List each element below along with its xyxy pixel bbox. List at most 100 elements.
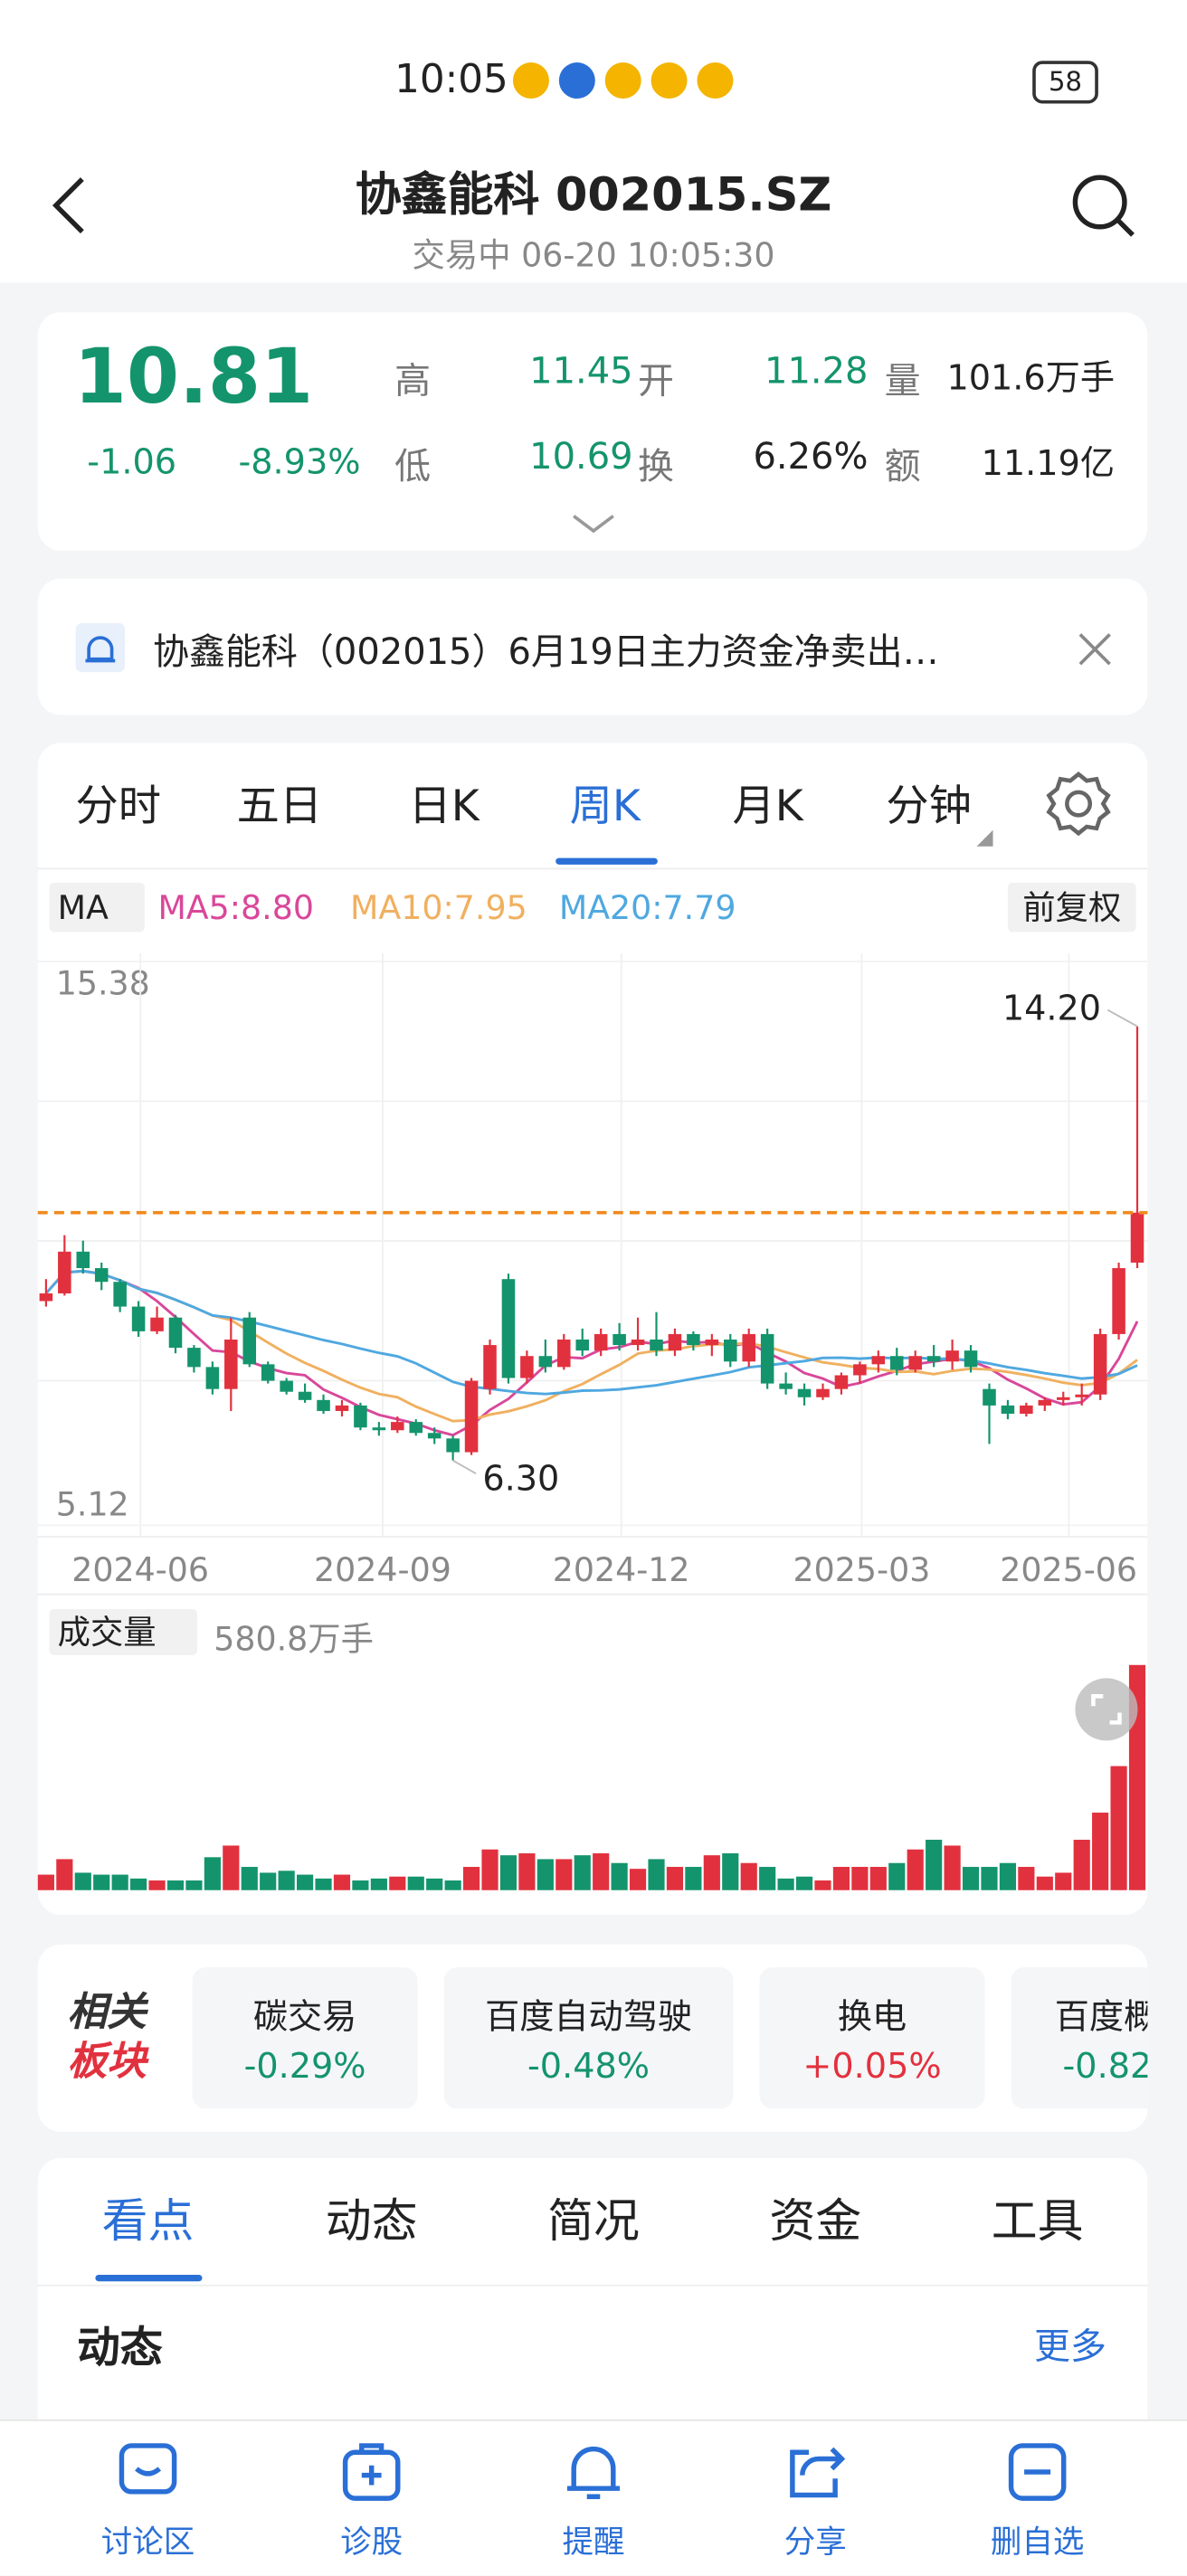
- volume-bar: [593, 1853, 610, 1890]
- period-tab[interactable]: 分时: [75, 781, 162, 832]
- volume-bar: [629, 1869, 647, 1890]
- search-button[interactable]: [1068, 171, 1137, 240]
- period-tab[interactable]: 日K: [408, 781, 480, 832]
- ma-line: [44, 1269, 1138, 1423]
- news-text: 协鑫能科（002015）6月19日主力资金净卖出…: [152, 632, 939, 675]
- back-button[interactable]: [46, 173, 96, 239]
- candle-body: [520, 1356, 534, 1378]
- nav-item[interactable]: 删自选: [964, 2439, 1112, 2571]
- volume-bar: [148, 1880, 166, 1890]
- volume-bar: [777, 1878, 794, 1890]
- candle-body: [354, 1405, 367, 1428]
- price: 10.81: [73, 332, 314, 421]
- volume-selector[interactable]: 成交量: [49, 1609, 198, 1655]
- candle-body: [612, 1333, 626, 1346]
- candle-body: [205, 1367, 220, 1389]
- field-value: 101.6万手: [946, 358, 1116, 398]
- candle-body: [483, 1345, 497, 1389]
- change-pct: -8.93%: [238, 441, 361, 482]
- volume-bar: [315, 1878, 332, 1890]
- volume-bar: [648, 1859, 665, 1890]
- fullscreen-button[interactable]: [1074, 1677, 1140, 1743]
- candle-body: [871, 1356, 886, 1365]
- candle-body: [391, 1422, 404, 1431]
- volume-bar: [56, 1859, 73, 1890]
- nav-item[interactable]: 讨论区: [74, 2439, 223, 2571]
- volume-bar: [574, 1855, 591, 1890]
- nav-item[interactable]: 分享: [742, 2439, 890, 2571]
- sector-name: 百度概念: [1054, 1996, 1148, 2037]
- volume-bar: [999, 1862, 1017, 1890]
- volume-bar: [166, 1880, 185, 1890]
- volume-bar: [1110, 1766, 1127, 1890]
- candle-body: [779, 1383, 793, 1389]
- volume-bar: [611, 1862, 628, 1890]
- candle-body: [242, 1317, 257, 1365]
- expand-chevron[interactable]: [571, 513, 617, 535]
- candle-body: [280, 1380, 293, 1392]
- settings-button[interactable]: [1046, 771, 1112, 837]
- info-tab[interactable]: 看点: [101, 2193, 195, 2249]
- info-tab[interactable]: 资金: [769, 2193, 862, 2249]
- volume-bar: [37, 1874, 54, 1890]
- candle-body: [760, 1333, 774, 1384]
- volume-bar: [944, 1845, 961, 1890]
- info-tab[interactable]: 简况: [547, 2193, 640, 2249]
- candle-body: [224, 1340, 238, 1389]
- sector-item[interactable]: 换电 +0.05%: [759, 1967, 985, 2109]
- sector-item[interactable]: 百度自动驾驶 -0.48%: [443, 1967, 734, 2109]
- sector-item[interactable]: 碳交易 -0.29%: [192, 1967, 418, 2109]
- volume-bar: [499, 1855, 518, 1890]
- volume-bar: [278, 1870, 295, 1890]
- candle-body: [983, 1388, 996, 1406]
- info-tabs: 看点 动态 简况 资金 工具: [38, 2186, 1148, 2252]
- ma-selector[interactable]: MA: [49, 882, 145, 933]
- period-tab[interactable]: 五日: [236, 781, 323, 832]
- volume-bar: [296, 1874, 314, 1890]
- sector-name: 碳交易: [252, 1996, 357, 2037]
- sector-change: -0.48%: [527, 2046, 650, 2086]
- volume-bar: [851, 1867, 869, 1890]
- volume-bar: [1073, 1840, 1090, 1890]
- candle-body: [1056, 1397, 1070, 1400]
- candle-body: [1075, 1394, 1088, 1397]
- candle-body: [1038, 1399, 1052, 1406]
- news-card[interactable]: 协鑫能科（002015）6月19日主力资金净卖出…: [37, 578, 1148, 715]
- tab-underline: [95, 2274, 203, 2282]
- nav-item[interactable]: 诊股: [298, 2439, 446, 2571]
- field-value: 11.19亿: [981, 443, 1116, 484]
- volume-bar: [185, 1880, 203, 1890]
- nav-label: 分享: [783, 2524, 847, 2562]
- volume-bar: [223, 1845, 240, 1890]
- info-tab[interactable]: 工具: [991, 2193, 1084, 2249]
- candle-body: [964, 1350, 978, 1368]
- info-tab[interactable]: 动态: [325, 2193, 418, 2249]
- candle-body: [1112, 1268, 1125, 1334]
- volume-bar: [389, 1876, 406, 1890]
- sector-item[interactable]: 百度概念 -0.82%: [1011, 1967, 1148, 2109]
- close-button[interactable]: [1077, 631, 1113, 668]
- nav-label: 诊股: [340, 2524, 404, 2562]
- adjust-selector[interactable]: 前复权: [1007, 882, 1136, 933]
- candle-body: [594, 1333, 608, 1351]
- candle-body: [464, 1380, 479, 1453]
- nav-item[interactable]: 提醒: [519, 2439, 668, 2571]
- candle-body: [1020, 1405, 1033, 1415]
- candle-body: [538, 1356, 553, 1368]
- candle-body: [742, 1333, 755, 1362]
- volume-bar: [130, 1878, 147, 1890]
- more-link[interactable]: 更多: [1034, 2327, 1106, 2369]
- sector-name: 换电: [837, 1996, 907, 2037]
- volume-bar: [962, 1867, 980, 1890]
- change: -1.06: [87, 441, 177, 482]
- volume-bar: [556, 1859, 573, 1890]
- candle-body: [131, 1306, 146, 1331]
- period-tab[interactable]: 月K: [732, 781, 803, 832]
- field-label: 低: [394, 447, 432, 488]
- candle-body: [39, 1293, 53, 1302]
- candle-body: [908, 1356, 922, 1370]
- candle-body: [335, 1405, 349, 1411]
- period-tab[interactable]: 周K: [569, 781, 641, 832]
- period-tab[interactable]: 分钟: [886, 781, 972, 832]
